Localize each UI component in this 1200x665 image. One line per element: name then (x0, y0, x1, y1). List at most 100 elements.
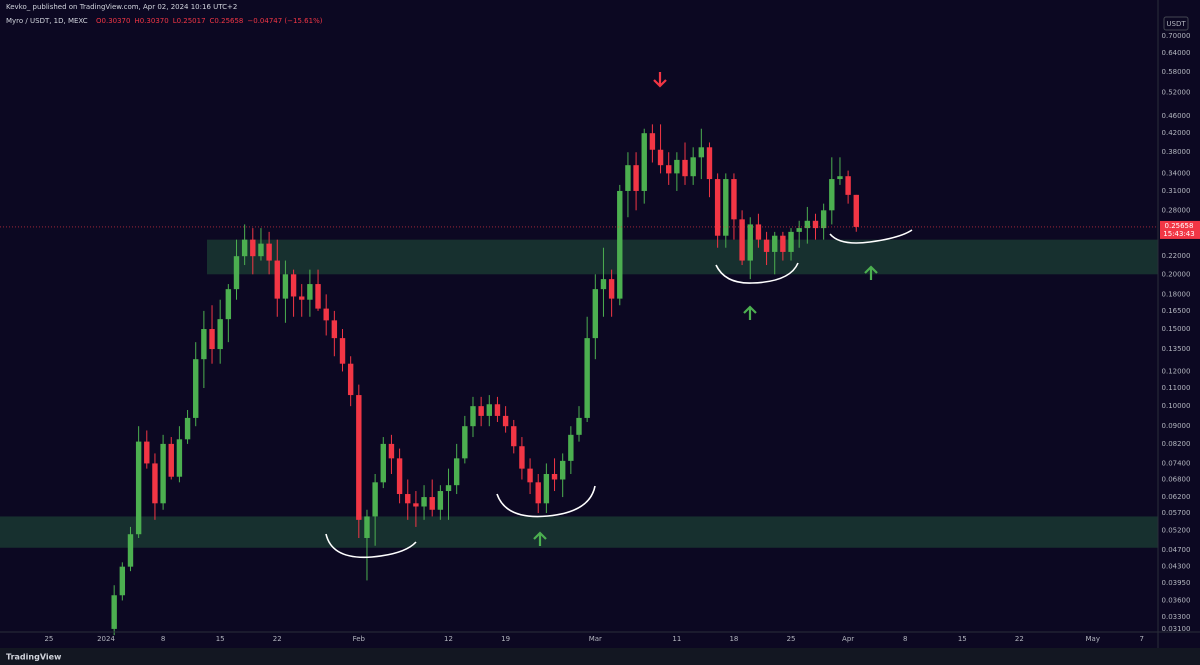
candle-body (576, 417, 582, 435)
curve (325, 533, 417, 559)
candle-body (266, 243, 272, 261)
candle-body (160, 443, 166, 504)
x-tick-label: 19 (501, 635, 510, 643)
candle-body (845, 176, 851, 195)
candle-body (135, 441, 142, 535)
currency-button[interactable] (1163, 16, 1189, 31)
candle-body (453, 458, 460, 486)
y-tick-label: 0.06800 (1162, 476, 1191, 484)
legend-value: O0.30370 (96, 17, 130, 25)
candle-body (772, 235, 778, 252)
candle-body (152, 463, 158, 504)
y-tick-label: 0.05700 (1162, 509, 1191, 517)
candle-body (315, 284, 321, 309)
candle-body (233, 256, 240, 290)
curve (715, 262, 799, 284)
candle-body (413, 503, 419, 507)
candle-body (372, 482, 378, 517)
candle-body (486, 404, 492, 416)
x-tick-label: 2024 (97, 635, 115, 643)
y-tick-label: 0.42000 (1162, 129, 1191, 137)
candle-body (649, 133, 656, 150)
x-tick-label: 8 (903, 635, 907, 643)
candle-body (690, 157, 696, 177)
y-tick-label: 0.03100 (1162, 625, 1191, 633)
candle-body (127, 534, 134, 567)
arrows (533, 72, 878, 546)
candle-body (111, 595, 117, 629)
y-tick-label: 0.52000 (1162, 89, 1191, 97)
candle-body (323, 308, 329, 321)
legend-value: C0.25658 (210, 17, 244, 25)
y-tick-label: 0.70000 (1162, 32, 1191, 40)
candle-body (307, 284, 313, 300)
candle-body (739, 219, 745, 261)
brand: TradingView (6, 653, 62, 662)
y-tick-label: 0.13500 (1162, 345, 1191, 353)
candle-body (445, 485, 452, 492)
candle-body (217, 319, 223, 350)
candle-body (617, 190, 623, 299)
y-tick-label: 0.03300 (1162, 613, 1191, 621)
x-tick-label: 15 (958, 635, 967, 643)
x-tick-label: 8 (161, 635, 165, 643)
legend-value: H0.30370 (134, 17, 168, 25)
y-tick-label: 0.16500 (1162, 307, 1191, 315)
y-tick-label: 0.18000 (1162, 290, 1191, 298)
candle-body (804, 220, 811, 229)
candle-body (494, 404, 501, 416)
candle-body (437, 491, 444, 510)
x-tick-label: 7 (1139, 635, 1143, 643)
y-tick-label: 0.04300 (1162, 563, 1191, 571)
candle-body (405, 494, 411, 504)
candle-body (755, 224, 762, 240)
candle-body (714, 179, 721, 236)
candle-body (641, 133, 647, 191)
candle-body (225, 289, 232, 320)
x-tick-label: Mar (589, 635, 602, 643)
y-tick-label: 0.22000 (1162, 252, 1191, 260)
currency[interactable]: USDT (1166, 20, 1186, 28)
y-tick-label: 0.46000 (1162, 112, 1191, 120)
candle-body (731, 179, 737, 220)
candle-body (462, 426, 468, 459)
candle-body (519, 446, 525, 469)
zone (0, 516, 1158, 548)
x-tick-label: 11 (672, 635, 681, 643)
y-tick-label: 0.12000 (1162, 367, 1191, 375)
candle-body (339, 338, 346, 364)
zone (207, 239, 1158, 275)
overlay: 0.70000 0.64000 0.58000 0.52000 0.46000 0.420… (0, 0, 1200, 648)
candle-body (812, 220, 819, 229)
candle-body (633, 165, 639, 191)
zones (0, 239, 1158, 548)
candle-body (470, 406, 476, 427)
candle-body (682, 159, 688, 177)
candle-body (380, 443, 386, 483)
y-tick-label: 0.06200 (1162, 493, 1191, 501)
candle-body (600, 279, 607, 290)
candle-body (364, 516, 370, 538)
y-tick-label: 0.34000 (1162, 169, 1191, 177)
candle-body (820, 210, 827, 229)
down-arrow (653, 72, 667, 88)
price-label: 0.25658 (1165, 222, 1194, 230)
candle-body (584, 338, 590, 418)
candle-body (201, 329, 207, 360)
candle-body (290, 274, 297, 297)
x-tick-label: Feb (353, 635, 366, 643)
y-tick-label: 0.58000 (1162, 68, 1191, 76)
y-tick-label: 0.03600 (1162, 596, 1191, 604)
candle-body (543, 473, 550, 504)
candle-body (429, 497, 435, 510)
y-tick-label: 0.05200 (1162, 527, 1191, 535)
y-tick-label: 0.04700 (1162, 546, 1191, 554)
candle-body (478, 406, 484, 416)
candle-body (592, 289, 599, 339)
candle-body (698, 147, 705, 158)
y-tick-label: 0.07400 (1162, 459, 1191, 467)
candle-body (396, 458, 403, 495)
candle-body (829, 179, 835, 211)
